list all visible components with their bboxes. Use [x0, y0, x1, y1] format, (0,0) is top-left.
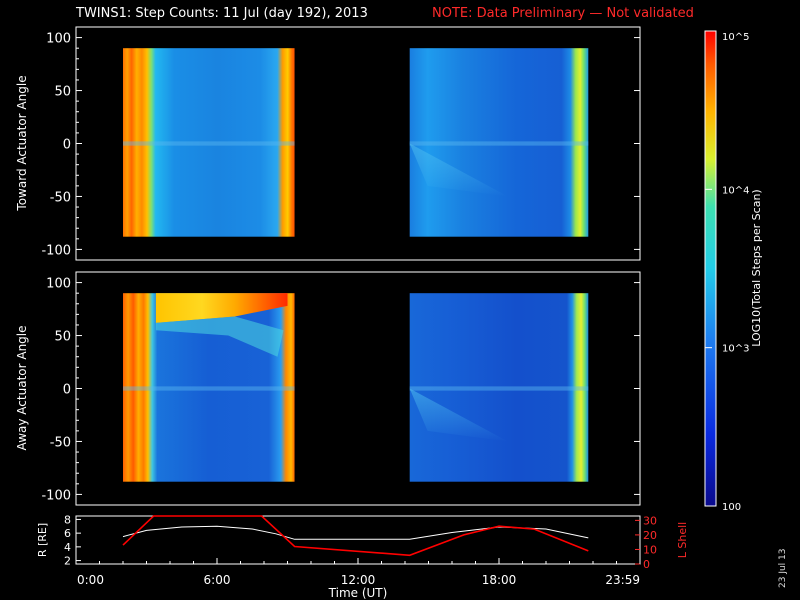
- toward-ytick-label: -100: [41, 243, 71, 258]
- away-zero-stripe: [123, 386, 295, 391]
- orbit-lines: [122, 515, 589, 557]
- r-ytick-label: 8: [64, 513, 71, 526]
- away-ytick-label: 0: [63, 383, 71, 398]
- away-diagonal-feature: [409, 388, 508, 442]
- toward-data-block: [409, 48, 589, 237]
- time-x-ticks: 0:00 6:00 12:00 18:00 23:59: [75, 558, 641, 587]
- colorbar-tick-label: 10^4: [722, 185, 749, 196]
- time-xtick-label: 6:00: [204, 573, 231, 587]
- away-panel: 100 50 0 -50 -100 Away Actuator Angle: [15, 271, 641, 506]
- chart-title: TWINS1: Step Counts: 11 Jul (day 192), 2…: [76, 6, 368, 21]
- toward-heatmap-cells: [123, 48, 589, 237]
- colorbar-label: LOG10(Total Steps per Scan): [750, 189, 763, 346]
- lshell-series-line: [122, 515, 589, 557]
- colorbar-tick-label: 10^5: [722, 32, 749, 43]
- time-xtick-label: 23:59: [605, 573, 640, 587]
- toward-ytick-label: -50: [50, 190, 71, 205]
- away-heatmap-cells: [123, 293, 589, 482]
- colorbar-ticks: 10^5 10^4 10^3 100: [705, 30, 749, 513]
- toward-ytick-label: 50: [54, 85, 71, 100]
- lshell-axis-label: L Shell: [676, 522, 689, 558]
- away-green-fringe: [155, 316, 284, 357]
- lshell-ytick-label: 0: [643, 558, 650, 571]
- away-data-block: [409, 293, 589, 482]
- orbit-panel-frame: [75, 515, 641, 565]
- toward-data-block: [123, 48, 295, 237]
- toward-zero-stripe: [123, 141, 295, 146]
- away-high-count-band: [155, 293, 288, 323]
- toward-panel: 100 50 0 -50 -100 Toward Actuator Angle: [15, 26, 641, 261]
- lshell-ytick-label: 10: [643, 543, 657, 556]
- r-ytick-label: 6: [64, 527, 71, 540]
- colorbar-ramp: [704, 30, 717, 507]
- toward-y-label: Toward Actuator Angle: [15, 75, 29, 211]
- away-ytick-label: -50: [50, 435, 71, 450]
- colorbar-tick-label: 10^3: [722, 344, 749, 355]
- away-y-label: Away Actuator Angle: [15, 325, 29, 450]
- time-xtick-label: 12:00: [341, 573, 376, 587]
- lshell-ytick-label: 30: [643, 514, 657, 527]
- r-ytick-label: 2: [64, 555, 71, 568]
- r-ytick-label: 4: [64, 541, 71, 554]
- colorbar-tick-label: 100: [722, 502, 741, 513]
- toward-ytick-label: 100: [46, 32, 71, 47]
- toward-zero-stripe: [409, 141, 589, 146]
- r-axis-label: R [RE]: [36, 523, 49, 557]
- away-ytick-label: -100: [41, 488, 71, 503]
- colorbar: 10^5 10^4 10^3 100 LOG10(Total Steps per Sc…: [704, 30, 763, 513]
- time-xtick-label: 18:00: [482, 573, 517, 587]
- away-ytick-label: 50: [54, 330, 71, 345]
- away-ytick-label: 100: [46, 277, 71, 292]
- toward-y-ticks: 100 50 0 -50 -100: [41, 32, 640, 258]
- away-zero-stripe: [409, 386, 589, 391]
- toward-ytick-label: 0: [63, 138, 71, 153]
- away-y-ticks: 100 50 0 -50 -100: [41, 277, 640, 503]
- toward-diagonal-feature: [409, 143, 508, 197]
- preliminary-note: NOTE: Data Preliminary — Not validated: [432, 6, 694, 21]
- time-xtick-label: 0:00: [77, 573, 104, 587]
- time-axis-label: Time (UT): [328, 586, 388, 600]
- lshell-ytick-label: 20: [643, 529, 657, 542]
- date-stamp: 23 Jul 13: [778, 548, 788, 589]
